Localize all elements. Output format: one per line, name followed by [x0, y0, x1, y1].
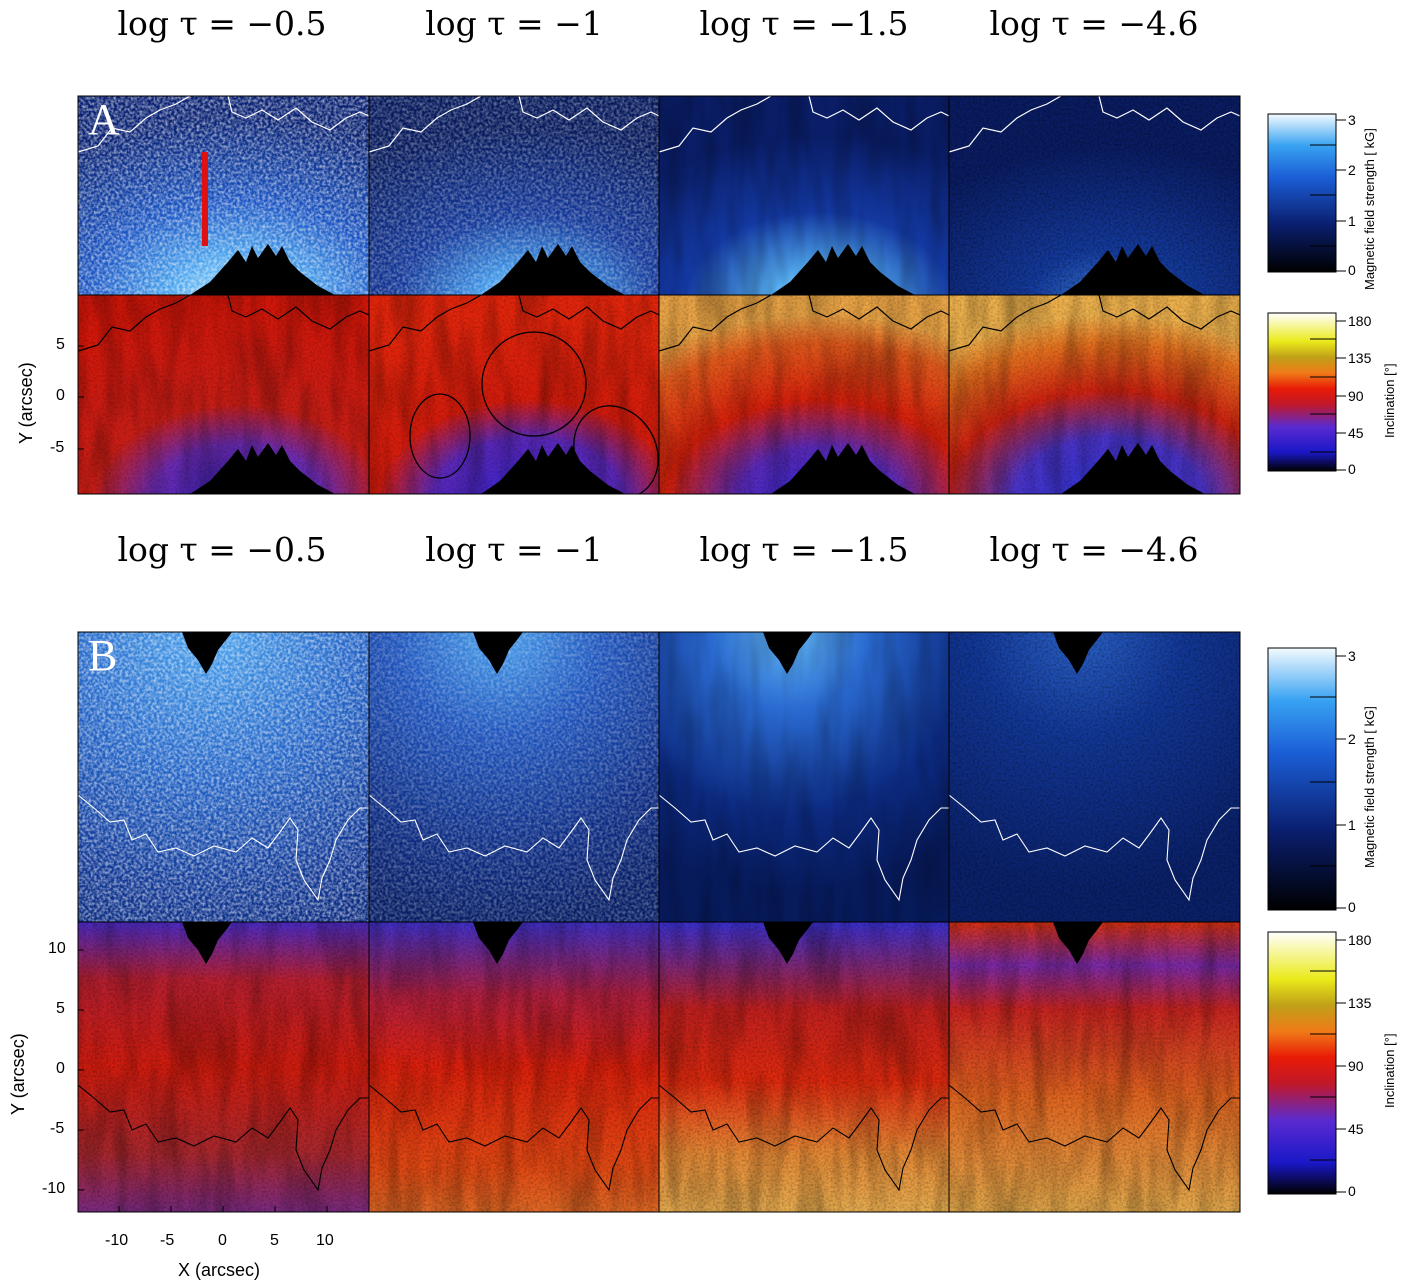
column-header-b1: log τ = −0.5: [117, 530, 327, 569]
column-header-a2: log τ = −1: [425, 4, 603, 43]
cbar-tick: 180: [1348, 313, 1372, 329]
contour-b-row1: [78, 794, 1240, 902]
cbar-title-incl-a: Inclination [°]: [1382, 363, 1397, 438]
panel-a: [78, 96, 1240, 494]
x-tick-label: -10: [105, 1232, 129, 1249]
x-tick-label: -5: [160, 1232, 175, 1249]
cbar-title-field-b: Magnetic field strength [ kG]: [1362, 706, 1377, 868]
umbra-a-row1: [190, 244, 1205, 295]
cbar-tick: 135: [1348, 350, 1372, 366]
y-ticks-a: [78, 345, 84, 450]
y-axis-label-a: Y (arcsec): [16, 362, 36, 444]
cbar-tick: 90: [1348, 1058, 1364, 1074]
contour-b-row2: [78, 1084, 1240, 1192]
column-header-a4: log τ = −4.6: [989, 4, 1199, 43]
cbar-tick: 1: [1348, 817, 1356, 833]
cbar-tick: 45: [1348, 425, 1364, 441]
umbra-b-row1: [182, 632, 1103, 674]
cbar-tick: 3: [1348, 112, 1356, 128]
y-tick-label: -5: [50, 439, 65, 456]
x-axis-label-b: X (arcsec): [178, 1260, 261, 1280]
cbar-tick: 45: [1348, 1121, 1364, 1137]
cbar-tick: 0: [1348, 461, 1356, 477]
cbar-tick: 1: [1348, 213, 1356, 229]
colorbar-field-a: [1267, 113, 1346, 273]
y-tick-label: -10: [42, 1180, 66, 1197]
colorbar-field-b: [1267, 647, 1346, 911]
contour-a-row1: [78, 96, 1240, 153]
cbar-tick: 3: [1348, 648, 1356, 664]
y-tick-label: 0: [56, 1060, 65, 1077]
y-tick-label: 5: [56, 336, 65, 353]
y-tick-label: 0: [56, 387, 65, 404]
y-tick-label: 10: [48, 940, 66, 957]
umbra-a-row2: [190, 443, 1205, 494]
contour-a-row2: [78, 294, 1240, 352]
y-ticks-b: [78, 949, 84, 1191]
column-header-b4: log τ = −4.6: [989, 530, 1199, 569]
cbar-tick: 0: [1348, 262, 1356, 278]
cbar-tick: 0: [1348, 899, 1356, 915]
x-ticks-b: [118, 1206, 328, 1212]
cbar-tick: 90: [1348, 388, 1364, 404]
cbar-title-incl-b: Inclination [°]: [1382, 1033, 1397, 1108]
panel-b: [78, 632, 1240, 1212]
x-tick-label: 5: [270, 1232, 279, 1249]
panel-b-label: B: [88, 631, 118, 680]
column-header-a3: log τ = −1.5: [699, 4, 909, 43]
cbar-tick: 2: [1348, 162, 1356, 178]
panel-a-label: A: [88, 95, 120, 144]
y-tick-label: 5: [56, 1000, 65, 1017]
cbar-tick: 135: [1348, 995, 1372, 1011]
cbar-tick: 2: [1348, 731, 1356, 747]
column-header-a1: log τ = −0.5: [117, 4, 327, 43]
y-tick-label: -5: [50, 1120, 65, 1137]
x-tick-label: 10: [316, 1232, 334, 1249]
column-header-b2: log τ = −1: [425, 530, 603, 569]
colorbar-incl-b: [1267, 931, 1346, 1195]
cbar-title-field-a: Magnetic field strength [ kG]: [1362, 128, 1377, 290]
column-header-b3: log τ = −1.5: [699, 530, 909, 569]
cbar-tick: 0: [1348, 1183, 1356, 1199]
cbar-tick: 180: [1348, 932, 1372, 948]
colorbar-incl-a: [1267, 312, 1346, 472]
umbra-b-row2: [182, 922, 1103, 964]
y-axis-label-b: Y (arcsec): [8, 1033, 28, 1115]
x-tick-label: 0: [218, 1232, 227, 1249]
